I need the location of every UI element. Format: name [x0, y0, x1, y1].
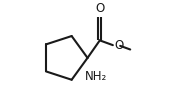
Text: O: O: [95, 2, 104, 15]
Text: NH₂: NH₂: [85, 70, 107, 83]
Text: O: O: [114, 39, 123, 52]
